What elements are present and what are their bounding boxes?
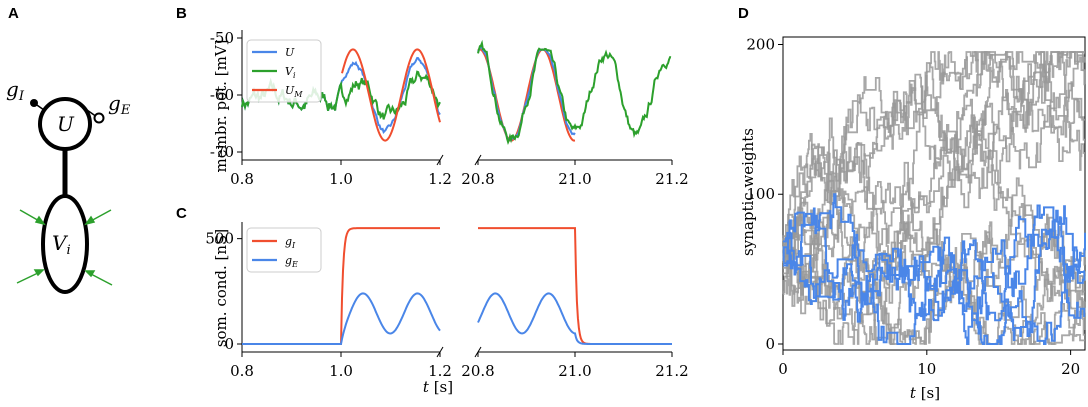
d-frame [782,36,1086,351]
c-ytick-label: 0 [224,335,234,353]
b-ytick-label: -70 [210,143,234,161]
b-ytick-label: -60 [210,86,234,104]
c-series-ge-left [242,292,441,345]
c-ytick-label: 500 [205,230,234,248]
b-xtick-label: 1.0 [329,170,353,188]
panel-label-b: B [176,5,187,22]
b-xtick-label: 21.2 [655,170,688,188]
arrow-icon [16,271,41,284]
d-xtick-label: 20 [1061,360,1080,378]
legend-b: U Vi UM [246,39,322,103]
arrow-icon [88,272,113,286]
legend-c-box [246,227,322,273]
c-xlabel: t [s] [423,378,453,396]
c-xtick-label: 20.8 [461,362,494,380]
d-weight-trace-gray [783,221,1086,330]
c-xtick-label: 1.2 [428,362,452,380]
legend-v-label: Vi [285,65,296,80]
d-weight-trace-gray [783,142,1086,303]
gi-synapse-dot [30,99,38,107]
d-weight-trace-gray [782,51,1086,269]
legend-um-label: UM [285,84,303,99]
legend-gi-label: gI [285,235,296,250]
d-weight-trace-blue [782,193,1086,345]
arrow-head-icon [33,269,45,277]
arrow-head-icon [84,215,96,226]
arrow-head-icon [34,215,46,226]
dendrite-ellipse [41,194,89,294]
c-xtick-label: 21.0 [558,362,591,380]
panel-label-a: A [8,5,19,22]
b-xtick-label: 20.8 [461,170,494,188]
d-weight-trace-gray [783,51,1085,275]
c-xtick-label: 1.0 [329,362,353,380]
b-xtick-label: 21.0 [558,170,591,188]
c-xtick-label: 0.8 [230,362,254,380]
b-xtick-label: 0.8 [230,170,254,188]
legend-ge-label: gE [285,254,298,269]
c-series-gi-right [478,227,672,345]
b-xtick-label: 1.2 [428,170,452,188]
d-xlabel: t [s] [910,384,940,402]
neuron-diagram: U Vi gI gE [6,77,131,294]
panel-c-chart: 0 500 0.8 1.0 1.2 20.8 21.0 21.2 [205,222,689,380]
b-series-um-right [477,48,576,142]
d-xtick-label: 0 [778,360,788,378]
b-series-u-right [477,45,576,143]
b-series-um-left [341,48,441,142]
ge-label: gE [108,91,131,118]
b-ylabel: membr. pot. [mV] [212,40,230,173]
arrow-head-icon [84,270,96,278]
panel-b-chart: -50 -60 -70 0.8 1.0 1.2 20.8 21.0 21.2 [210,29,689,188]
d-weight-trace-blue [783,228,1086,322]
legend-b-box [246,39,322,103]
d-ylabel: synaptic weights [739,128,757,256]
soma-label: U [57,112,75,136]
panel-label-d: D [738,5,749,22]
d-weight-trace-gray [783,51,1086,279]
legend-c: gI gE [246,227,322,273]
d-ytick-label: 0 [765,335,775,353]
panel-label-c: C [176,205,187,222]
d-weight-trace-blue [783,205,1086,341]
d-weight-trace-blue [783,204,1085,345]
ge-synapse-dot [93,112,105,124]
gi-label: gI [6,77,25,104]
c-xtick-label: 21.2 [655,362,688,380]
d-xtick-label: 10 [917,360,936,378]
d-ytick-label: 100 [746,185,775,203]
c-ylabel: som. cond. [nS] [212,229,230,347]
b-ytick-label: -50 [210,29,234,47]
b-series-v-right [477,39,672,146]
c-series-ge-right [477,292,672,345]
dendrite-label: Vi [52,231,71,258]
legend-u-label: U [285,46,295,59]
d-ytick-label: 200 [746,35,775,53]
d-weight-trace-gray [782,229,1085,345]
d-weight-trace-gray [782,62,1085,274]
